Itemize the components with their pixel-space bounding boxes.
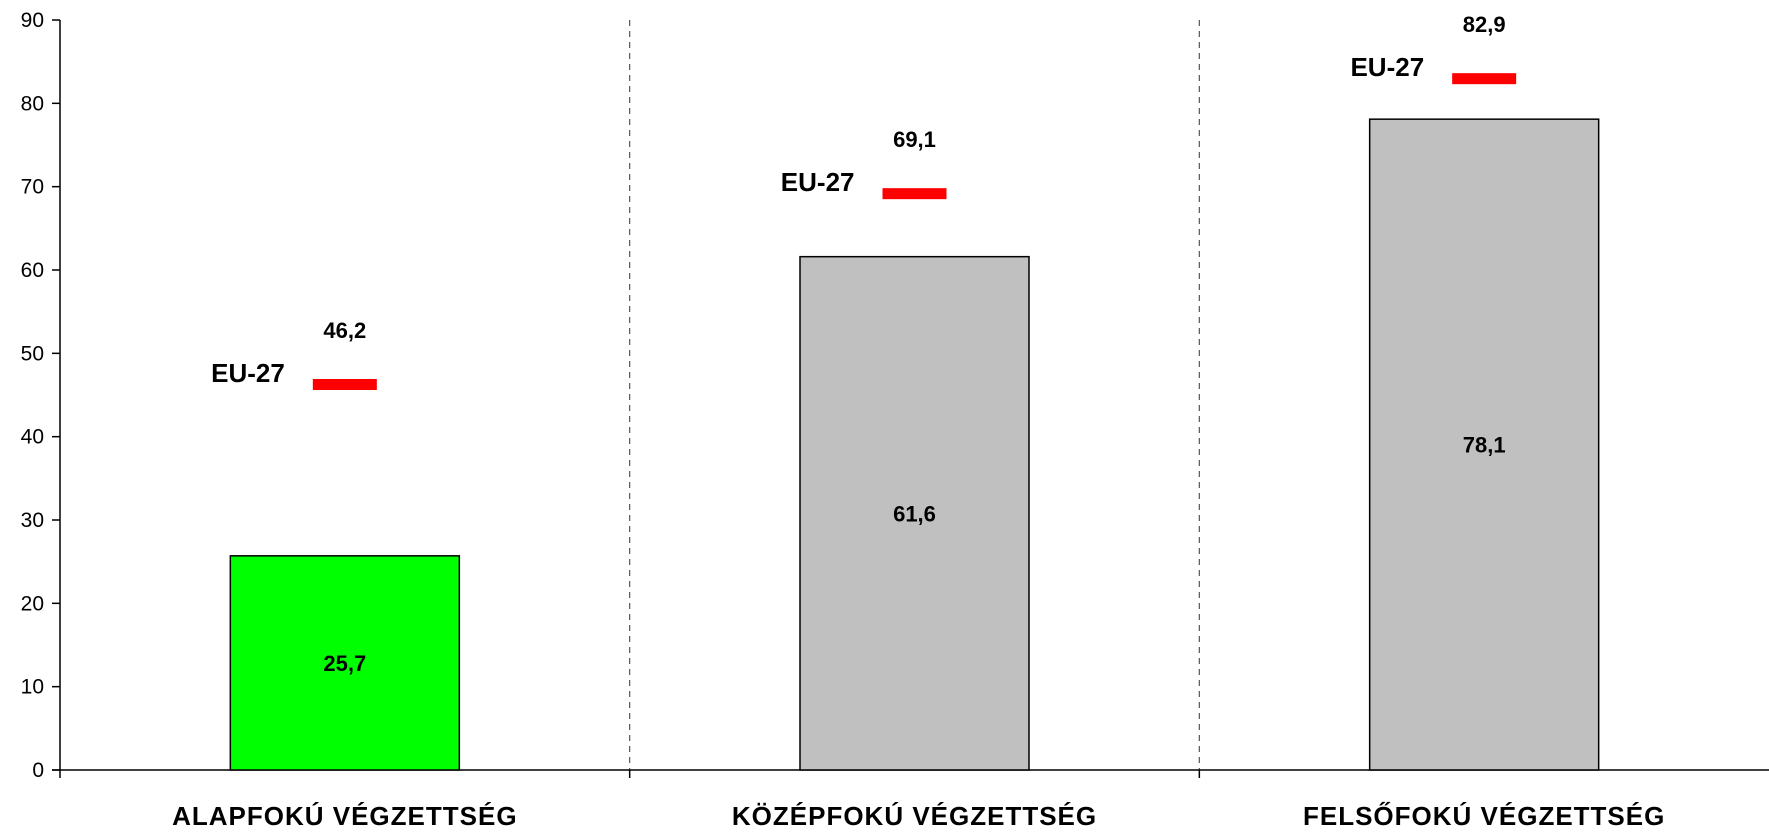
y-tick-label: 40 xyxy=(21,426,44,449)
y-tick-label: 20 xyxy=(21,592,44,615)
reference-name-label: EU-27 xyxy=(1350,52,1424,82)
y-tick-label: 30 xyxy=(21,509,44,532)
y-tick-label: 0 xyxy=(32,759,44,782)
y-tick-label: 60 xyxy=(21,259,44,282)
bar-value-label: 61,6 xyxy=(893,501,936,526)
category-label: FELSŐFOKÚ VÉGZETTSÉG xyxy=(1303,801,1665,831)
category-label: ALAPFOKÚ VÉGZETTSÉG xyxy=(172,801,517,831)
y-tick-label: 80 xyxy=(21,92,44,115)
reference-value-label: 46,2 xyxy=(323,318,366,343)
bar-value-label: 25,7 xyxy=(323,651,366,676)
reference-name-label: EU-27 xyxy=(781,167,855,197)
reference-marker xyxy=(1452,73,1517,85)
y-tick-label: 70 xyxy=(21,176,44,199)
bar xyxy=(229,555,461,771)
bar-value-label: 78,1 xyxy=(1463,433,1506,458)
bar xyxy=(799,255,1030,771)
bar xyxy=(1368,118,1600,771)
y-tick-label: 50 xyxy=(21,342,44,365)
y-tick-label: 10 xyxy=(21,676,44,699)
reference-marker xyxy=(882,188,947,200)
reference-name-label: EU-27 xyxy=(211,358,285,388)
y-tick-label: 90 xyxy=(21,9,44,32)
reference-marker xyxy=(312,379,377,390)
reference-value-label: 82,9 xyxy=(1463,12,1506,37)
reference-value-label: 69,1 xyxy=(893,127,936,152)
category-label: KÖZÉPFOKÚ VÉGZETTSÉG xyxy=(732,801,1097,831)
